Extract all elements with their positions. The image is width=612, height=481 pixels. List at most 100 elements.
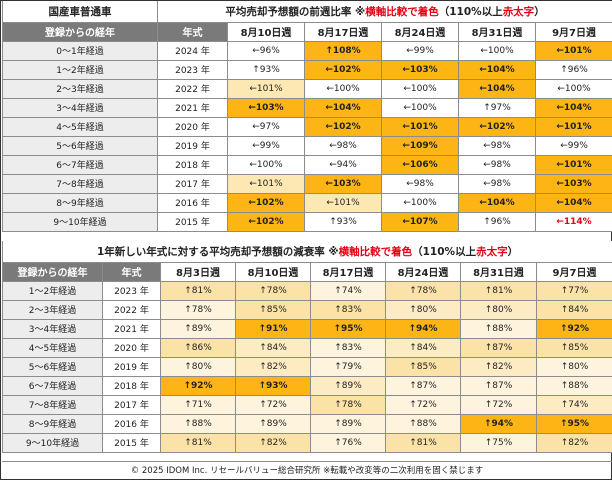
value-cell: ↑81% bbox=[161, 433, 236, 452]
value-cell: ↑97% bbox=[459, 98, 536, 117]
row-year: 2019 年 bbox=[103, 357, 161, 376]
row-label: 5～6年経過 bbox=[3, 136, 158, 155]
value-cell: ←98% bbox=[382, 174, 459, 193]
value-cell: ↑80% bbox=[461, 300, 537, 319]
week-header: 8月17日週 bbox=[311, 262, 386, 281]
value-cell: ↑93% bbox=[236, 376, 311, 395]
value-cell: ↑89% bbox=[161, 319, 236, 338]
value-cell: ←101% bbox=[228, 174, 305, 193]
value-cell: ↑80% bbox=[537, 357, 612, 376]
week-header: 8月24日週 bbox=[386, 262, 461, 281]
value-cell: ↑87% bbox=[461, 338, 537, 357]
week-header: 8月10日週 bbox=[228, 22, 305, 41]
row-label: 3～4年経過 bbox=[3, 98, 158, 117]
value-cell: ↑96% bbox=[536, 60, 612, 79]
row-year: 2022 年 bbox=[158, 79, 228, 98]
value-cell: ←104% bbox=[459, 79, 536, 98]
week-header: 8月31日週 bbox=[459, 22, 536, 41]
section1-note-prefix: ※ bbox=[355, 6, 365, 18]
value-cell: ↑82% bbox=[461, 357, 537, 376]
row-label: 6～7年経過 bbox=[3, 155, 158, 174]
row-label: 9～10年経過 bbox=[3, 212, 158, 231]
category-title: 国産車普通車 bbox=[3, 1, 158, 22]
col-header-year: 年式 bbox=[158, 22, 228, 41]
row-label: 6～7年経過 bbox=[3, 376, 103, 395]
value-cell: ←107% bbox=[382, 212, 459, 231]
value-cell: ↑77% bbox=[537, 281, 612, 300]
value-cell: ↑74% bbox=[311, 281, 386, 300]
section2-note-red1: 横軸比較で着色 bbox=[339, 246, 413, 258]
value-cell: ↑81% bbox=[161, 281, 236, 300]
row-label: 7～8年経過 bbox=[3, 174, 158, 193]
value-cell: ←102% bbox=[228, 193, 305, 212]
value-cell: ↑80% bbox=[386, 300, 461, 319]
row-label: 8～9年経過 bbox=[3, 193, 158, 212]
week-header: 9月7日週 bbox=[536, 22, 612, 41]
value-cell: ←101% bbox=[228, 79, 305, 98]
value-cell: ↑93% bbox=[305, 212, 382, 231]
decay-rate-table: 1年新しい年式に対する平均売却予想額の減衰率 ※横軸比較で着色（110%以上赤太… bbox=[2, 241, 612, 453]
row-label: 4～5年経過 bbox=[3, 338, 103, 357]
value-cell: ←98% bbox=[459, 136, 536, 155]
value-cell: ←103% bbox=[536, 174, 612, 193]
value-cell: ↑75% bbox=[461, 433, 537, 452]
section2-note-red2: 赤太字 bbox=[476, 246, 508, 258]
value-cell: ↑79% bbox=[311, 357, 386, 376]
value-cell: ←100% bbox=[459, 41, 536, 60]
value-cell: ↑74% bbox=[537, 395, 612, 414]
row-label: 1～2年経過 bbox=[3, 60, 158, 79]
value-cell: ↑88% bbox=[537, 376, 612, 395]
value-cell: ↑72% bbox=[236, 395, 311, 414]
value-cell: ↑94% bbox=[461, 414, 537, 433]
col-header-year-2: 年式 bbox=[103, 262, 161, 281]
value-cell: ←98% bbox=[459, 174, 536, 193]
value-cell: ↑89% bbox=[236, 414, 311, 433]
row-label: 7～8年経過 bbox=[3, 395, 103, 414]
row-label: 1～2年経過 bbox=[3, 281, 103, 300]
value-cell: ←102% bbox=[459, 117, 536, 136]
value-cell: ↑87% bbox=[461, 376, 537, 395]
value-cell: ↑95% bbox=[311, 319, 386, 338]
row-year: 2023 年 bbox=[158, 60, 228, 79]
row-year: 2017 年 bbox=[158, 174, 228, 193]
week-header: 8月31日週 bbox=[461, 262, 537, 281]
value-cell: ↑85% bbox=[537, 338, 612, 357]
value-cell: ←104% bbox=[459, 60, 536, 79]
value-cell: ←104% bbox=[459, 193, 536, 212]
value-cell: ←114% bbox=[536, 212, 612, 231]
row-year: 2022 年 bbox=[103, 300, 161, 319]
value-cell: ↑76% bbox=[311, 433, 386, 452]
value-cell: ←103% bbox=[228, 98, 305, 117]
row-year: 2019 年 bbox=[158, 136, 228, 155]
week-header: 9月7日週 bbox=[537, 262, 612, 281]
value-cell: ←98% bbox=[305, 136, 382, 155]
section1-note-mid: （110%以上 bbox=[439, 6, 503, 18]
row-year: 2015 年 bbox=[158, 212, 228, 231]
value-cell: ↑94% bbox=[386, 319, 461, 338]
value-cell: ↑84% bbox=[386, 338, 461, 357]
value-cell: ↑82% bbox=[236, 433, 311, 452]
section1-note-suffix: ） bbox=[534, 6, 545, 18]
value-cell: ←104% bbox=[536, 98, 612, 117]
value-cell: ←94% bbox=[305, 155, 382, 174]
section1-title-main: 平均売却予想額の前週比率 bbox=[225, 6, 351, 18]
value-cell: ←100% bbox=[382, 79, 459, 98]
row-label: 0～1年経過 bbox=[3, 41, 158, 60]
value-cell: ↑91% bbox=[236, 319, 311, 338]
row-label: 4～5年経過 bbox=[3, 117, 158, 136]
value-cell: ←104% bbox=[536, 193, 612, 212]
value-cell: ←109% bbox=[382, 136, 459, 155]
row-year: 2016 年 bbox=[103, 414, 161, 433]
value-cell: ←98% bbox=[459, 155, 536, 174]
